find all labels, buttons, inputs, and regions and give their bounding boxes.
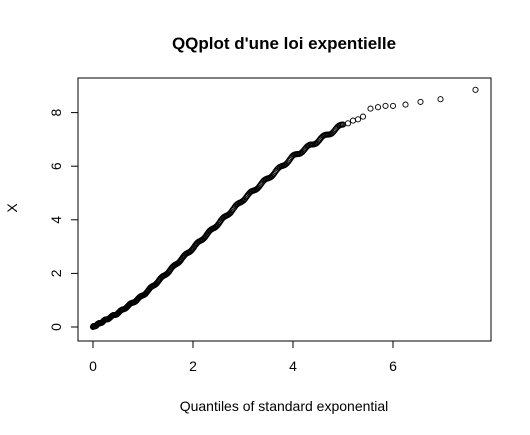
data-point — [389, 102, 397, 109]
y-tick-label: 0 — [48, 323, 64, 331]
y-axis-label: X — [4, 203, 20, 213]
data-point — [374, 104, 382, 111]
y-tick-label: 8 — [48, 108, 64, 116]
plot-frame — [77, 77, 492, 342]
data-point — [354, 116, 362, 123]
data-point — [382, 102, 389, 109]
x-tick-label: 0 — [89, 358, 97, 374]
data-point — [282, 161, 289, 168]
y-tick-label: 4 — [48, 216, 64, 224]
data-point — [344, 120, 352, 127]
x-axis-label: Quantiles of standard exponential — [180, 398, 389, 414]
y-tick-label: 2 — [48, 269, 64, 277]
x-tick-label: 6 — [389, 358, 397, 374]
data-point — [349, 117, 357, 124]
data-point — [367, 105, 374, 112]
data-point — [298, 149, 305, 156]
data-point — [437, 96, 444, 103]
data-point — [402, 101, 409, 108]
data-point — [328, 130, 335, 137]
y-axis: 0 2 4 6 8 — [48, 108, 79, 331]
data-points — [89, 86, 479, 331]
chart-title: QQplot d'une loi expentielle — [172, 34, 396, 53]
x-tick-label: 2 — [189, 358, 197, 374]
x-axis: 0 2 4 6 — [89, 340, 397, 374]
y-tick-label: 6 — [48, 162, 64, 170]
data-point — [417, 98, 424, 105]
data-point — [472, 86, 479, 93]
data-point — [359, 113, 367, 120]
x-tick-label: 4 — [289, 358, 297, 374]
